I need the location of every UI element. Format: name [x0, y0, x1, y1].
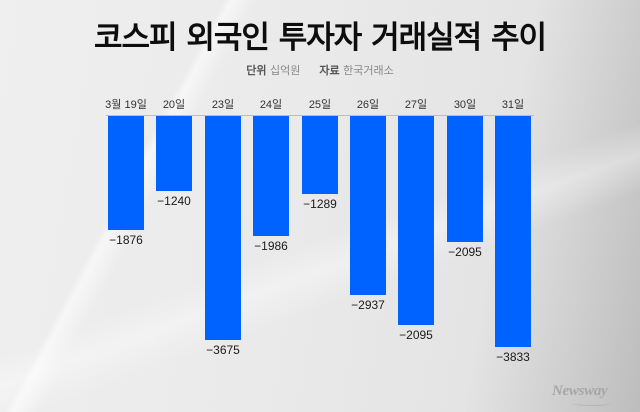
bar: [302, 116, 338, 194]
value-label: −1986: [254, 239, 288, 253]
value-label: −3833: [496, 350, 530, 364]
chart-subtitle: 단위 십억원 자료 한국거래소: [0, 62, 640, 78]
bar: [156, 116, 192, 191]
newsway-logo: Newsway: [552, 383, 608, 399]
value-label: −2937: [351, 298, 385, 312]
category-label: 25일: [308, 99, 332, 111]
bar: [350, 116, 386, 295]
value-label: −2095: [448, 245, 482, 259]
unit-value: 십억원: [270, 64, 301, 77]
category-label: 30일: [453, 99, 477, 111]
category-label: 31일: [501, 99, 525, 111]
logo-swoosh-icon: [572, 401, 612, 406]
value-label: −1289: [303, 197, 337, 211]
x-axis-line: [106, 115, 534, 116]
bar: [495, 116, 531, 347]
value-label: −1240: [157, 194, 191, 208]
value-label: −3675: [206, 343, 240, 357]
category-label: 3월 19일: [105, 99, 147, 111]
chart-title: 코스피 외국인 투자자 거래실적 추이: [94, 20, 547, 56]
category-label: 23일: [211, 99, 235, 111]
category-label: 27일: [404, 99, 428, 111]
value-label: −2095: [399, 328, 433, 342]
bar: [253, 116, 289, 236]
source-value: 한국거래소: [343, 64, 394, 77]
value-label: −1876: [109, 233, 143, 247]
bar: [447, 116, 483, 242]
bar: [205, 116, 241, 340]
bar: [108, 116, 144, 230]
unit-label: 단위: [246, 64, 267, 77]
category-label: 24일: [259, 99, 283, 111]
source-label: 자료: [319, 64, 340, 77]
category-label: 26일: [356, 99, 380, 111]
category-label: 20일: [162, 99, 186, 111]
bar: [398, 116, 434, 325]
